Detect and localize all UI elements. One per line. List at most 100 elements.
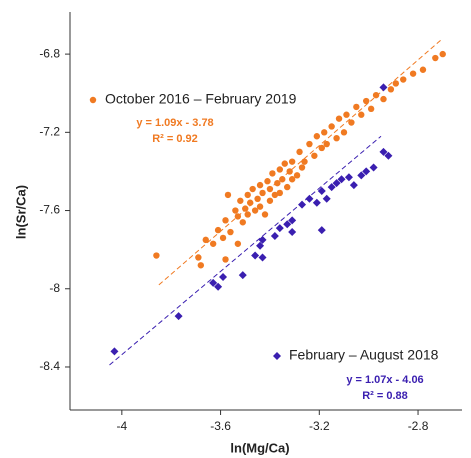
trend-line: [109, 135, 382, 366]
point: [311, 152, 318, 159]
x-tick-label: -3.2: [309, 419, 330, 433]
x-tick-label: -3.6: [210, 419, 231, 433]
point: [322, 194, 331, 203]
point: [274, 179, 281, 187]
point: [323, 140, 330, 148]
point: [298, 164, 306, 171]
x-tick-label: -2.8: [408, 419, 429, 433]
point: [237, 197, 244, 204]
point: [321, 129, 328, 136]
point: [222, 256, 229, 263]
point: [234, 240, 242, 247]
point: [337, 175, 346, 184]
point: [276, 166, 284, 173]
point: [224, 191, 232, 199]
point: [174, 312, 183, 321]
point: [343, 111, 350, 118]
y-axis-title: ln(Sr/Ca): [13, 185, 28, 239]
y-tick-label: -7.6: [39, 203, 60, 217]
point: [327, 183, 336, 192]
legend-label: October 2016 – February 2019: [105, 91, 297, 107]
point: [313, 133, 321, 140]
point: [266, 185, 274, 193]
point: [209, 278, 218, 287]
point: [283, 220, 292, 229]
point: [419, 66, 427, 73]
y-tick-label: -6.8: [39, 46, 60, 60]
point: [251, 207, 259, 214]
point: [439, 50, 446, 58]
point: [153, 252, 160, 259]
point: [362, 167, 371, 176]
point: [110, 347, 119, 356]
point: [380, 95, 387, 103]
point: [276, 189, 284, 197]
point: [281, 160, 288, 167]
x-tick-label: -4: [116, 419, 127, 433]
trend-line: [158, 38, 444, 286]
point: [244, 191, 251, 199]
y-tick-label: -8: [49, 281, 60, 295]
point: [254, 195, 261, 203]
point: [328, 123, 335, 130]
point: [249, 185, 256, 193]
point: [251, 251, 260, 260]
point: [379, 83, 388, 92]
point: [400, 76, 407, 83]
point: [353, 103, 360, 111]
point: [256, 203, 264, 210]
point: [384, 151, 393, 160]
point: [367, 105, 375, 113]
point: [286, 168, 293, 175]
point: [298, 200, 307, 209]
point: [312, 198, 321, 207]
point: [317, 186, 326, 195]
point: [358, 111, 365, 118]
point: [222, 217, 229, 224]
equation: y = 1.07x - 4.06: [346, 374, 423, 386]
point: [335, 115, 343, 122]
x-axis-title: ln(Mg/Ca): [230, 440, 289, 455]
point: [288, 176, 296, 183]
point: [256, 181, 264, 189]
point: [270, 231, 279, 240]
point: [269, 170, 276, 177]
point: [288, 216, 297, 225]
point: [333, 134, 340, 142]
r-squared: R² = 0.92: [152, 133, 198, 145]
point: [318, 144, 325, 152]
point: [266, 197, 274, 204]
point: [296, 148, 303, 156]
r-squared: R² = 0.88: [362, 390, 408, 402]
point: [246, 199, 254, 206]
point: [432, 54, 439, 62]
y-tick-label: -8.4: [39, 359, 60, 373]
point: [214, 282, 223, 291]
point: [293, 172, 301, 179]
point: [275, 224, 284, 233]
point: [214, 226, 222, 234]
point: [340, 129, 348, 136]
point: [305, 194, 314, 203]
point: [387, 86, 395, 93]
point: [409, 70, 417, 77]
point: [209, 240, 217, 247]
point: [195, 254, 202, 261]
legend-marker: [273, 352, 281, 360]
point: [317, 226, 326, 235]
point: [202, 236, 209, 244]
point: [271, 191, 279, 199]
point: [284, 183, 291, 191]
equation: y = 1.09x - 3.78: [136, 117, 213, 129]
point: [344, 173, 353, 182]
point: [288, 158, 296, 165]
point: [348, 119, 355, 126]
y-tick-label: -7.2: [39, 124, 60, 138]
point: [197, 262, 205, 269]
point: [219, 273, 228, 282]
point: [264, 178, 271, 185]
point: [239, 219, 246, 226]
point: [232, 207, 239, 214]
point: [256, 241, 265, 250]
